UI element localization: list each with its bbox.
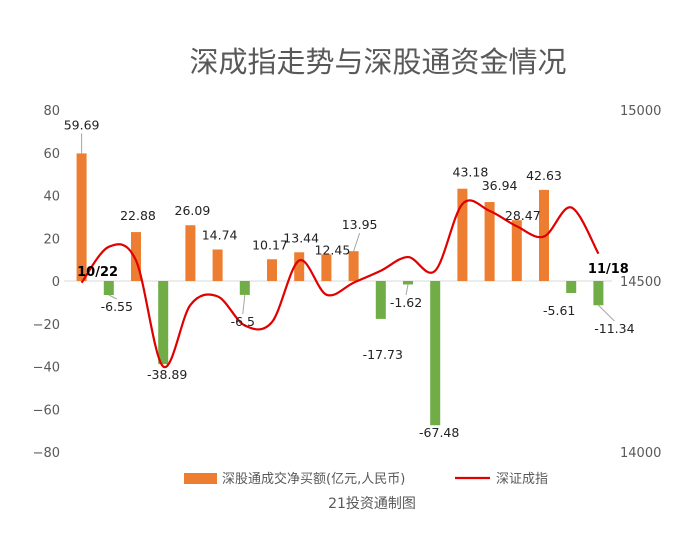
source-note: 21投资通制图	[328, 496, 416, 512]
bar-positive	[321, 254, 332, 281]
left-axis-tick-label: 20	[43, 232, 60, 247]
bar-positive	[348, 251, 359, 281]
bar-data-label: -11.34	[594, 321, 634, 336]
bar-positive	[212, 249, 223, 281]
left-axis-tick-label: −40	[33, 361, 60, 376]
bar-data-label: 26.09	[175, 203, 211, 218]
bar-data-labels: 59.69 -6.55 22.88 -38.89 26.09 14.74 -6.5 10.17…	[64, 117, 635, 440]
left-axis: 80 60 40 20 0 −20 −40 −60 −80	[33, 104, 60, 461]
category-label: 10/22	[77, 265, 118, 280]
bar-data-label: -17.73	[363, 347, 403, 362]
label-leader-lines	[81, 133, 615, 322]
left-axis-tick-label: −60	[33, 403, 60, 418]
left-axis-tick-label: −80	[33, 446, 60, 461]
bar-data-label: -67.48	[419, 425, 459, 440]
left-axis-tick-label: 40	[43, 190, 60, 205]
label-leader-line	[405, 284, 409, 296]
right-axis-tick-label: 15000	[620, 104, 661, 119]
bar-data-label: 12.45	[315, 242, 351, 257]
left-axis-tick-label: 0	[52, 275, 60, 290]
left-axis-tick-label: −20	[33, 318, 60, 333]
bar-positive	[484, 202, 495, 281]
label-leader-line	[598, 304, 615, 322]
right-axis-tick-label: 14500	[620, 275, 661, 290]
legend: 深股通成交净买额(亿元,人民币) 深证成指	[184, 471, 548, 487]
bar-negative	[239, 281, 250, 295]
bar-data-label: -6.5	[231, 314, 255, 329]
bar-data-label: -38.89	[147, 367, 187, 382]
bar-series	[76, 153, 604, 426]
bar-data-label: 59.69	[64, 117, 100, 132]
bar-positive	[185, 225, 196, 281]
bar-data-label: 42.63	[526, 168, 562, 183]
left-axis-tick-label: 80	[43, 104, 60, 119]
bar-positive	[511, 220, 522, 281]
bar-data-label: 36.94	[482, 178, 518, 193]
bar-data-label: -6.55	[101, 299, 133, 314]
chart-title: 深成指走势与深股通资金情况	[189, 45, 566, 79]
bar-data-label: -1.62	[390, 295, 422, 310]
bar-data-label: 13.44	[283, 230, 319, 245]
bar-positive	[457, 188, 468, 281]
line-series-shenzheng-index	[80, 199, 600, 368]
bar-data-label: -5.61	[543, 303, 575, 318]
legend-bar-label: 深股通成交净买额(亿元,人民币)	[222, 471, 405, 487]
right-axis-tick-label: 14000	[620, 446, 661, 461]
bar-data-label: 13.95	[342, 217, 378, 232]
bar-negative	[375, 281, 386, 319]
bar-positive	[76, 153, 87, 281]
bar-negative	[403, 281, 413, 285]
bar-negative	[430, 281, 441, 426]
bar-data-label: 14.74	[202, 227, 238, 242]
bar-data-label: 10.17	[252, 237, 288, 252]
bar-positive	[131, 232, 141, 281]
category-labels: 10/22 11/18	[77, 262, 629, 280]
category-label: 11/18	[588, 262, 629, 277]
left-axis-tick-label: 60	[43, 147, 60, 162]
label-leader-line	[353, 233, 361, 252]
legend-line-label: 深证成指	[496, 472, 548, 487]
bar-positive	[267, 259, 277, 281]
label-leader-line	[242, 294, 246, 315]
bar-negative	[103, 281, 114, 296]
bar-positive	[294, 252, 305, 281]
bar-data-label: 28.47	[505, 208, 541, 223]
bar-data-label: 43.18	[453, 165, 489, 180]
bar-negative	[158, 281, 169, 365]
legend-bar-swatch	[184, 473, 217, 484]
bar-data-label: 22.88	[120, 208, 156, 223]
label-leader-line	[108, 294, 118, 300]
right-axis: 15000 14500 14000	[620, 104, 661, 461]
bar-negative	[593, 281, 604, 306]
bar-negative	[566, 281, 577, 293]
